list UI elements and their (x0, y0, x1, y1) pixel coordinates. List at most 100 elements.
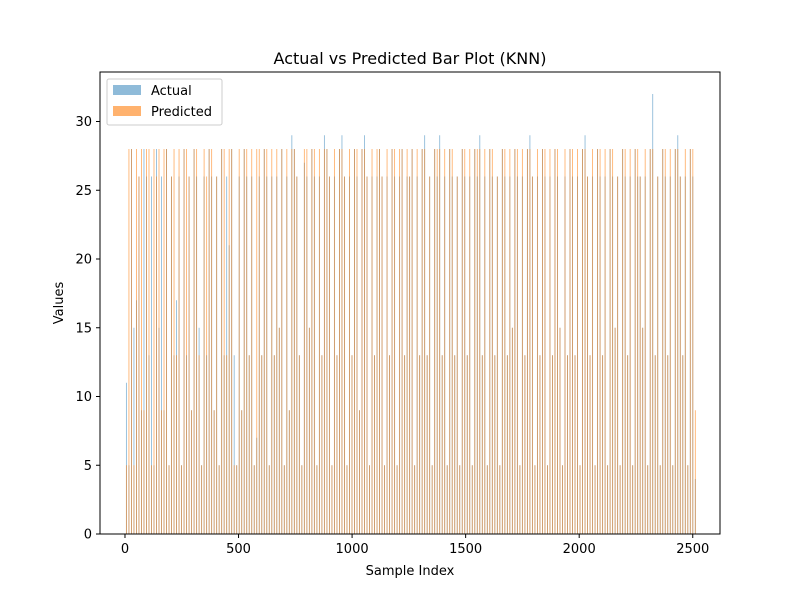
bar-predicted (384, 465, 385, 534)
x-tick-label: 500 (226, 542, 251, 557)
bar-predicted (514, 149, 516, 534)
bar-actual (143, 149, 145, 534)
bar-predicted (654, 355, 656, 534)
bar-predicted (354, 149, 355, 534)
y-tick-label: 15 (75, 321, 92, 336)
bar-predicted (233, 465, 235, 534)
bar-predicted (614, 327, 616, 534)
bar-predicted (176, 355, 177, 534)
bar-predicted (474, 149, 476, 534)
x-tick-label: 1500 (449, 542, 482, 557)
bar-predicted (687, 465, 689, 534)
bar-predicted (379, 149, 380, 534)
bar-predicted (293, 149, 295, 534)
bar-predicted (313, 149, 315, 534)
y-tick-label: 25 (75, 184, 92, 199)
bar-predicted (411, 149, 413, 534)
bar-predicted (632, 465, 634, 534)
bar-predicted (211, 149, 213, 534)
bar-predicted (552, 355, 553, 534)
bar-predicted (389, 355, 391, 534)
bar-predicted (349, 149, 350, 534)
bar-predicted (236, 465, 238, 534)
bar-predicted (288, 410, 290, 534)
bar-predicted (248, 355, 250, 534)
bar-predicted (464, 149, 466, 534)
x-tick-label: 0 (121, 542, 129, 557)
bar-predicted (369, 465, 370, 534)
bar-predicted (173, 149, 175, 534)
bar-predicted (454, 355, 456, 534)
bar-predicted (419, 355, 421, 534)
bar-predicted (484, 149, 486, 534)
bar-predicted (471, 465, 473, 534)
bar-predicted (374, 355, 375, 534)
bar-predicted (193, 149, 195, 534)
bar-predicted (226, 355, 228, 534)
bar-predicted (622, 149, 624, 534)
bar-predicted (627, 355, 629, 534)
bar-predicted (188, 176, 190, 534)
bar-predicted (667, 355, 669, 534)
bar-predicted (396, 465, 398, 534)
bar-predicted (619, 465, 621, 534)
bar-actual (125, 382, 127, 534)
bar-predicted (602, 355, 604, 534)
bar-predicted (647, 465, 649, 534)
bar-predicted (339, 149, 340, 534)
bar-predicted (366, 176, 368, 534)
bar-predicted (599, 149, 601, 534)
bar-predicted (128, 149, 130, 534)
bar-predicted (336, 355, 338, 534)
bar-predicted (296, 176, 298, 534)
bar-predicted (261, 355, 263, 534)
bar-predicted (564, 149, 566, 534)
bar-predicted (253, 465, 255, 534)
bar-predicted (439, 149, 441, 534)
bar-predicted (278, 327, 280, 534)
bar-predicted (356, 149, 358, 534)
bar-predicted (326, 149, 328, 534)
bar-predicted (542, 149, 543, 534)
bar-predicted (321, 355, 323, 534)
bar-predicted (191, 410, 193, 534)
bar-predicted (203, 149, 205, 534)
bar-predicted (138, 176, 140, 534)
bar-predicted (391, 149, 393, 534)
bar-predicted (479, 149, 481, 534)
bar-predicted (228, 149, 230, 534)
bar-predicted (642, 327, 644, 534)
bar-predicted (306, 149, 308, 534)
y-tick-label: 5 (84, 459, 92, 474)
bar-predicted (381, 176, 383, 534)
bar-predicted (346, 465, 348, 534)
bar-predicted (692, 149, 694, 534)
bar-predicted (506, 355, 508, 534)
bar-predicted (617, 176, 619, 534)
bar-predicted (562, 465, 563, 534)
bar-predicted (241, 410, 243, 534)
bar-actual (233, 355, 235, 534)
bar-predicted (429, 176, 431, 534)
bar-predicted (567, 355, 568, 534)
bar-predicted (587, 176, 588, 534)
y-axis-label: Values (52, 282, 67, 325)
y-tick-label: 20 (75, 253, 92, 268)
bar-predicted (399, 149, 401, 534)
bar-predicted (371, 149, 373, 534)
bar-predicted (181, 465, 182, 534)
bar-predicted (183, 149, 185, 534)
bar-predicted (351, 355, 353, 534)
bar-predicted (624, 149, 626, 534)
bar-predicted (273, 355, 275, 534)
bar-predicted (198, 355, 200, 534)
bar-predicted (421, 149, 423, 534)
bar-predicted (291, 149, 293, 534)
bar-predicted (569, 149, 571, 534)
bar-predicted (263, 149, 265, 534)
bar-predicted (674, 149, 676, 534)
bar-predicted (331, 465, 333, 534)
bar-predicted (521, 149, 523, 534)
bar-predicted (677, 149, 679, 534)
